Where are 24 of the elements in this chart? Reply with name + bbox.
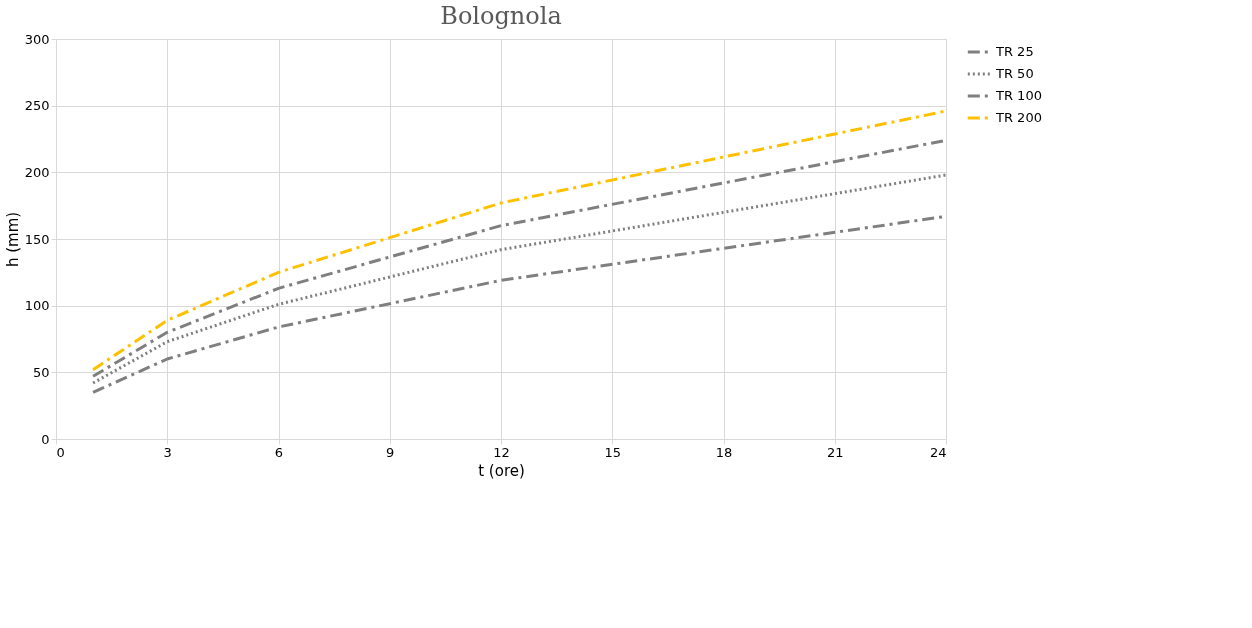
x-tick-label: 21 [826, 444, 844, 460]
x-tick-label: 12 [493, 444, 510, 460]
y-tick-label: 300 [24, 31, 50, 47]
y-axis-title: h (mm) [3, 211, 22, 268]
x-tick-label: 0 [56, 444, 65, 460]
x-tick-label: 6 [274, 444, 284, 460]
y-tick-label: 100 [24, 298, 50, 314]
line-series [91, 173, 948, 385]
x-tick-label: 9 [386, 444, 395, 460]
chart-title: Bolognola [440, 2, 562, 30]
x-tick-label: 24 [929, 444, 947, 460]
x-axis-title: t (ore) [478, 461, 525, 480]
legend-label: TR 100 [995, 88, 1042, 103]
y-tick-label: 200 [24, 164, 50, 180]
y-tick-label: 250 [24, 98, 50, 114]
x-tick-label: 3 [163, 444, 172, 460]
x-tick-label: 18 [715, 444, 733, 460]
x-tick-label: 15 [604, 444, 622, 460]
y-tick-label: 0 [41, 431, 50, 447]
y-tick-label: 150 [24, 231, 50, 247]
legend-label: TR 200 [995, 110, 1042, 125]
legend-label: TR 50 [995, 66, 1034, 81]
legend-label: TR 25 [995, 44, 1034, 59]
y-tick-label: 50 [32, 364, 50, 380]
